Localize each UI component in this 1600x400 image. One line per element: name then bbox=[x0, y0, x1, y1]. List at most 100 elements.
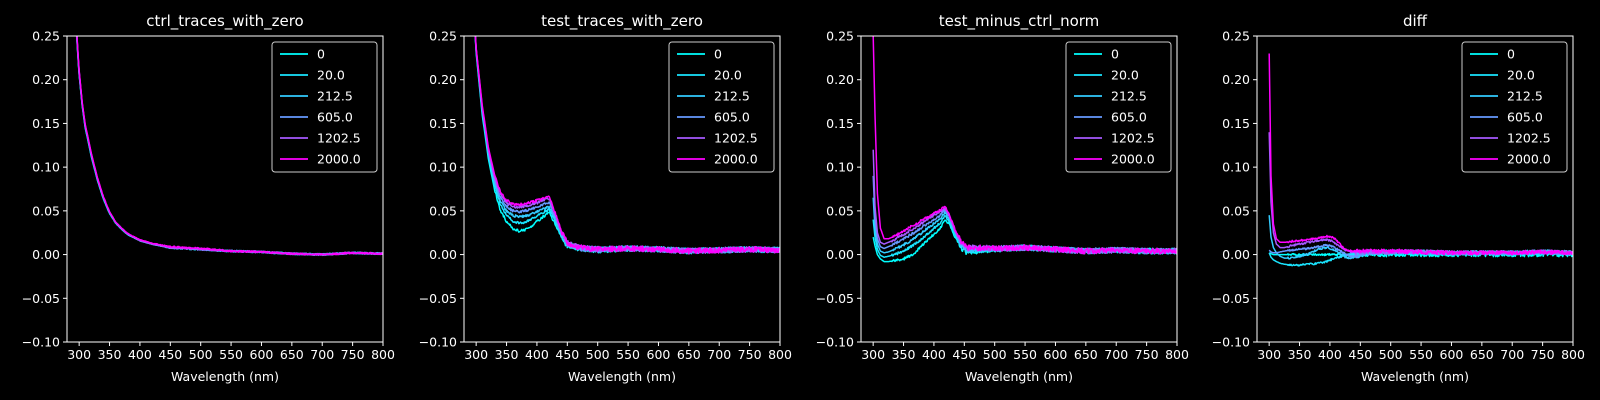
x-tick-label: 650 bbox=[1470, 347, 1494, 362]
y-tick-label: −0.05 bbox=[22, 291, 60, 306]
subplot-diff: 300 350 400 450 500 550 600 650 700 750 800 −0.10 −0… bbox=[1212, 12, 1585, 384]
x-tick-label: 450 bbox=[1348, 347, 1372, 362]
legend-label: 212.5 bbox=[1111, 89, 1147, 104]
series-line-2000-0 bbox=[76, 36, 383, 256]
x-tick-label: 700 bbox=[1104, 347, 1128, 362]
x-axis-label: Wavelength (nm) bbox=[568, 369, 676, 384]
legend: 0 20.0 212.5 605.0 1202.5 2000.0 bbox=[1461, 41, 1568, 173]
legend-label: 2000.0 bbox=[1111, 152, 1155, 167]
legend-label: 605.0 bbox=[317, 110, 353, 125]
subplot-test-traces: 300 350 400 450 500 550 600 650 700 750 800 −0.10 −0… bbox=[419, 12, 792, 384]
x-tick-label: 700 bbox=[707, 347, 731, 362]
y-tick-label: 0.20 bbox=[429, 72, 457, 87]
legend-label: 0 bbox=[317, 47, 325, 62]
x-tick-label: 400 bbox=[1318, 347, 1342, 362]
legend-label: 0 bbox=[1507, 47, 1515, 62]
x-tick-label: 350 bbox=[495, 347, 519, 362]
x-tick-label: 650 bbox=[280, 347, 304, 362]
legend-label: 2000.0 bbox=[714, 152, 758, 167]
x-tick-label: 750 bbox=[341, 347, 365, 362]
legend-label: 605.0 bbox=[1507, 110, 1543, 125]
legend-label: 212.5 bbox=[1507, 89, 1543, 104]
series-line-2000-0 bbox=[1268, 53, 1573, 256]
series-lines bbox=[872, 36, 1177, 263]
x-tick-label: 750 bbox=[738, 347, 762, 362]
y-tick-label: 0.10 bbox=[1222, 160, 1250, 175]
legend-label: 20.0 bbox=[1507, 68, 1535, 83]
x-tick-label: 450 bbox=[555, 347, 579, 362]
x-tick-label: 350 bbox=[98, 347, 122, 362]
legend-label: 20.0 bbox=[317, 68, 345, 83]
y-tick-label: 0.20 bbox=[32, 72, 60, 87]
y-tick-label: −0.10 bbox=[419, 335, 457, 350]
x-tick-label: 750 bbox=[1135, 347, 1159, 362]
y-tick-label: −0.10 bbox=[22, 335, 60, 350]
x-tick-label: 300 bbox=[1257, 347, 1281, 362]
legend-label: 1202.5 bbox=[1507, 131, 1551, 146]
chart-title: test_traces_with_zero bbox=[541, 12, 703, 31]
legend-label: 212.5 bbox=[714, 89, 750, 104]
legend: 0 20.0 212.5 605.0 1202.5 2000.0 bbox=[271, 41, 378, 173]
chart-title: ctrl_traces_with_zero bbox=[146, 12, 303, 31]
x-axis-label: Wavelength (nm) bbox=[1361, 369, 1469, 384]
x-tick-label: 750 bbox=[1531, 347, 1555, 362]
y-tick-label: 0.10 bbox=[429, 160, 457, 175]
axes-frame bbox=[66, 35, 384, 343]
x-tick-label: 800 bbox=[1165, 347, 1189, 362]
series-line-2000-0 bbox=[474, 36, 780, 255]
chart-title: test_minus_ctrl_norm bbox=[939, 12, 1100, 31]
y-tick-label: −0.05 bbox=[419, 291, 457, 306]
x-tick-label: 800 bbox=[1561, 347, 1585, 362]
x-tick-label: 650 bbox=[677, 347, 701, 362]
chart-title: diff bbox=[1403, 12, 1428, 30]
y-tick-label: −0.05 bbox=[816, 291, 854, 306]
subplot-test-minus-ctrl: 300 350 400 450 500 550 600 650 700 750 800 −0.10 −0… bbox=[816, 12, 1189, 384]
legend: 0 20.0 212.5 605.0 1202.5 2000.0 bbox=[1065, 41, 1172, 173]
y-tick-label: −0.10 bbox=[1212, 335, 1250, 350]
x-tick-label: 400 bbox=[922, 347, 946, 362]
x-tick-label: 500 bbox=[189, 347, 213, 362]
x-tick-label: 400 bbox=[128, 347, 152, 362]
axes-frame bbox=[860, 35, 1178, 343]
y-tick-label: 0.05 bbox=[826, 203, 854, 218]
x-tick-label: 350 bbox=[1288, 347, 1312, 362]
x-tick-label: 800 bbox=[371, 347, 395, 362]
y-tick-label: 0.00 bbox=[429, 247, 457, 262]
axes-frame bbox=[463, 35, 781, 343]
series-lines bbox=[75, 36, 383, 257]
y-tick-label: 0.15 bbox=[429, 116, 457, 131]
y-tick-label: 0.00 bbox=[1222, 247, 1250, 262]
x-tick-label: 500 bbox=[1379, 347, 1403, 362]
x-tick-label: 450 bbox=[952, 347, 976, 362]
y-tick-label: 0.25 bbox=[826, 29, 854, 44]
x-tick-label: 600 bbox=[1440, 347, 1464, 362]
y-tick-label: 0.05 bbox=[1222, 203, 1250, 218]
y-tick-label: 0.15 bbox=[1222, 116, 1250, 131]
y-tick-label: 0.15 bbox=[32, 116, 60, 131]
y-tick-label: 0.00 bbox=[826, 247, 854, 262]
y-tick-label: 0.25 bbox=[429, 29, 457, 44]
legend-label: 605.0 bbox=[714, 110, 750, 125]
legend-label: 0 bbox=[1111, 47, 1119, 62]
x-tick-label: 550 bbox=[219, 347, 243, 362]
x-tick-label: 600 bbox=[1044, 347, 1068, 362]
x-tick-label: 600 bbox=[250, 347, 274, 362]
y-tick-label: 0.05 bbox=[429, 203, 457, 218]
y-tick-label: 0.20 bbox=[1222, 72, 1250, 87]
x-tick-label: 800 bbox=[768, 347, 792, 362]
y-tick-label: 0.10 bbox=[32, 160, 60, 175]
axes-frame bbox=[1256, 35, 1574, 343]
y-tick-label: 0.05 bbox=[32, 203, 60, 218]
x-tick-label: 500 bbox=[586, 347, 610, 362]
x-tick-label: 700 bbox=[1500, 347, 1524, 362]
subplot-ctrl-traces: 300 350 400 450 500 550 600 650 700 750 800 −0.10 −0… bbox=[22, 12, 395, 384]
legend: 0 20.0 212.5 605.0 1202.5 2000.0 bbox=[668, 41, 775, 173]
legend-label: 212.5 bbox=[317, 89, 353, 104]
x-tick-label: 400 bbox=[525, 347, 549, 362]
x-axis-label: Wavelength (nm) bbox=[965, 369, 1073, 384]
y-tick-label: 0.20 bbox=[826, 72, 854, 87]
legend-label: 20.0 bbox=[1111, 68, 1139, 83]
legend-label: 20.0 bbox=[714, 68, 742, 83]
x-tick-label: 300 bbox=[861, 347, 885, 362]
